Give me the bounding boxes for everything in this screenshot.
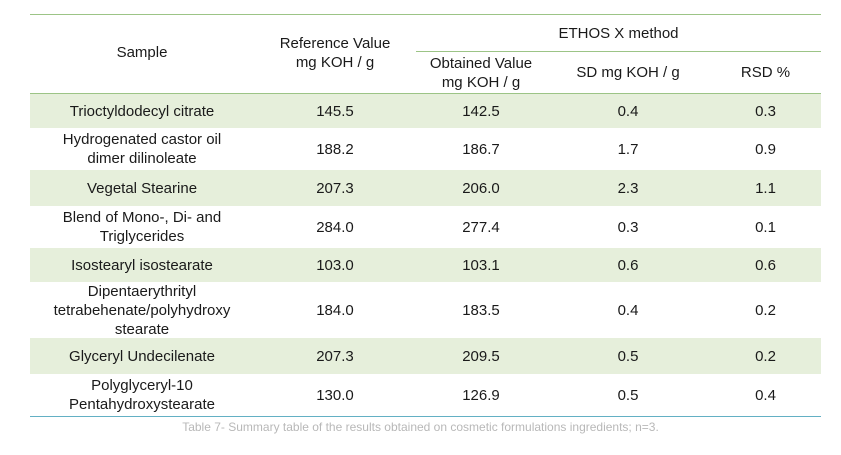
sample-name: Hydrogenated castor oil dimer dilinoleate — [63, 130, 221, 168]
header-reference-line2: mg KOH / g — [295, 54, 375, 71]
sample-name-line: Pentahydroxystearate — [69, 396, 215, 413]
sample-name-line: Polyglyceryl-10 — [91, 377, 193, 394]
cell-rsd: 0.3 — [755, 102, 776, 120]
table-row: Glyceryl Undecilenate 207.3 209.5 0.5 0.2 — [30, 338, 821, 374]
header-obtained-line2: mg KOH / g — [441, 74, 521, 91]
cell-obtained-value: 206.0 — [462, 179, 500, 197]
cell-reference-value: 207.3 — [316, 179, 354, 197]
cell-obtained-value: 209.5 — [462, 347, 500, 365]
sample-name-line: Glyceryl Undecilenate — [69, 347, 215, 365]
cell-obtained-value: 126.9 — [462, 386, 500, 404]
sample-name: Glyceryl Undecilenate — [69, 347, 215, 366]
header-bottom-rule — [30, 93, 821, 94]
sample-name: Vegetal Stearine — [87, 179, 197, 198]
cell-sd: 1.7 — [617, 140, 639, 158]
cell-sd: 2.3 — [617, 179, 639, 197]
header-sample: Sample — [116, 44, 168, 61]
header-reference-line1: Reference Value — [279, 35, 391, 52]
cell-rsd: 0.2 — [755, 347, 776, 365]
cell-reference-value: 184.0 — [316, 301, 354, 319]
table-bottom-rule — [30, 416, 821, 417]
sample-name: Isostearyl isostearate — [71, 256, 213, 275]
table-row: Dipentaerythrityl tetrabehenate/polyhydro… — [30, 282, 821, 338]
sample-name: Blend of Mono-, Di- and Triglycerides — [63, 208, 221, 246]
sample-name-line: Dipentaerythrityl — [87, 282, 197, 300]
sample-name-line: Hydrogenated castor oil — [62, 131, 222, 148]
sample-name-line: Isostearyl isostearate — [71, 256, 213, 274]
table-row: Polyglyceryl-10 Pentahydroxystearate 130.0… — [30, 374, 821, 416]
cell-obtained-value: 142.5 — [462, 102, 500, 120]
table-row: Trioctyldodecyl citrate 145.5 142.5 0.4 0.3 — [30, 94, 821, 128]
sample-name-line: Trioctyldodecyl citrate — [69, 102, 215, 120]
cell-sd: 0.4 — [617, 301, 639, 319]
cell-reference-value: 207.3 — [316, 347, 354, 365]
cell-sample: Hydrogenated castor oil dimer dilinoleate — [30, 128, 254, 170]
sample-name-line: Vegetal Stearine — [86, 179, 198, 197]
cell-sample: Blend of Mono-, Di- and Triglycerides — [30, 206, 254, 248]
table-row: Hydrogenated castor oil dimer dilinoleate… — [30, 128, 821, 170]
cell-sd: 0.5 — [617, 347, 639, 365]
cell-sample: Vegetal Stearine — [30, 170, 254, 206]
table-top-rule — [30, 14, 821, 15]
table-row: Blend of Mono-, Di- and Triglycerides 284.… — [30, 206, 821, 248]
table-row: Vegetal Stearine 207.3 206.0 2.3 1.1 — [30, 170, 821, 206]
cell-rsd: 0.2 — [755, 301, 776, 319]
cell-obtained-value: 186.7 — [462, 140, 500, 158]
cell-sample: Polyglyceryl-10 Pentahydroxystearate — [30, 374, 254, 416]
sample-name-line: stearate — [114, 320, 170, 338]
cell-rsd: 1.1 — [755, 179, 776, 197]
cell-rsd: 0.6 — [755, 256, 776, 274]
group-underline — [416, 51, 821, 52]
cell-sd: 0.3 — [617, 218, 639, 236]
cell-sd: 0.5 — [617, 386, 639, 404]
sample-name: Dipentaerythrityl tetrabehenate/polyhydro… — [54, 282, 231, 339]
table-row: Isostearyl isostearate 103.0 103.1 0.6 0.6 — [30, 248, 821, 282]
sample-name-line: Triglycerides — [99, 228, 185, 245]
cell-sample: Isostearyl isostearate — [30, 248, 254, 282]
sample-name: Trioctyldodecyl citrate — [70, 102, 215, 121]
cell-rsd: 0.1 — [755, 218, 776, 236]
sample-name-line: tetrabehenate/polyhydroxy — [53, 301, 231, 319]
cell-sd: 0.6 — [617, 256, 639, 274]
cell-obtained-value: 277.4 — [462, 218, 500, 236]
cell-reference-value: 103.0 — [316, 256, 354, 274]
cell-rsd: 0.4 — [755, 386, 776, 404]
header-obtained-line1: Obtained Value — [429, 55, 533, 72]
cell-sample: Dipentaerythrityl tetrabehenate/polyhydro… — [30, 282, 254, 338]
cell-reference-value: 145.5 — [316, 102, 354, 120]
table-caption: Table 7- Summary table of the results ob… — [182, 420, 659, 434]
sample-name-line: dimer dilinoleate — [87, 150, 197, 167]
cell-rsd: 0.9 — [755, 140, 776, 158]
cell-obtained-value: 183.5 — [462, 301, 500, 319]
cell-sd: 0.4 — [617, 102, 639, 120]
cell-sample: Trioctyldodecyl citrate — [30, 94, 254, 128]
cell-sample: Glyceryl Undecilenate — [30, 338, 254, 374]
header-ethos-group: ETHOS X method — [558, 25, 679, 42]
header-obtained-value: Obtained Value mg KOH / g — [416, 54, 546, 92]
sample-name: Polyglyceryl-10 Pentahydroxystearate — [69, 376, 215, 414]
cell-obtained-value: 103.1 — [462, 256, 500, 274]
cell-reference-value: 130.0 — [316, 386, 354, 404]
sample-name-line: Blend of Mono-, Di- and — [62, 209, 222, 226]
header-reference-value: Reference Value mg KOH / g — [254, 34, 416, 72]
cell-reference-value: 284.0 — [316, 218, 354, 236]
header-rsd: RSD % — [740, 64, 791, 81]
header-sd: SD mg KOH / g — [576, 64, 680, 81]
cell-reference-value: 188.2 — [316, 140, 354, 158]
